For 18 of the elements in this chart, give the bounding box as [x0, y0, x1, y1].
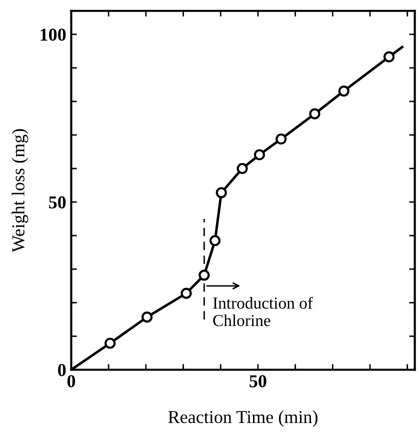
- y-tick-label: 100: [40, 28, 66, 41]
- point: [216, 187, 227, 198]
- point: [141, 312, 153, 323]
- y-tick-label: 0: [58, 364, 66, 376]
- annotation: Introduction of Chlorine: [213, 296, 313, 326]
- point: [383, 51, 395, 62]
- point: [209, 235, 221, 246]
- point: [104, 338, 116, 349]
- point: [236, 162, 248, 174]
- point: [338, 85, 350, 97]
- y-tick-label: 50: [49, 196, 66, 208]
- y-axis-title: Weight loss (mg): [12, 129, 28, 252]
- x-axis-title: Reaction Time (min): [168, 410, 318, 427]
- point: [309, 108, 320, 120]
- point: [198, 270, 210, 281]
- point: [180, 288, 192, 299]
- point: [254, 149, 265, 160]
- point: [276, 133, 287, 145]
